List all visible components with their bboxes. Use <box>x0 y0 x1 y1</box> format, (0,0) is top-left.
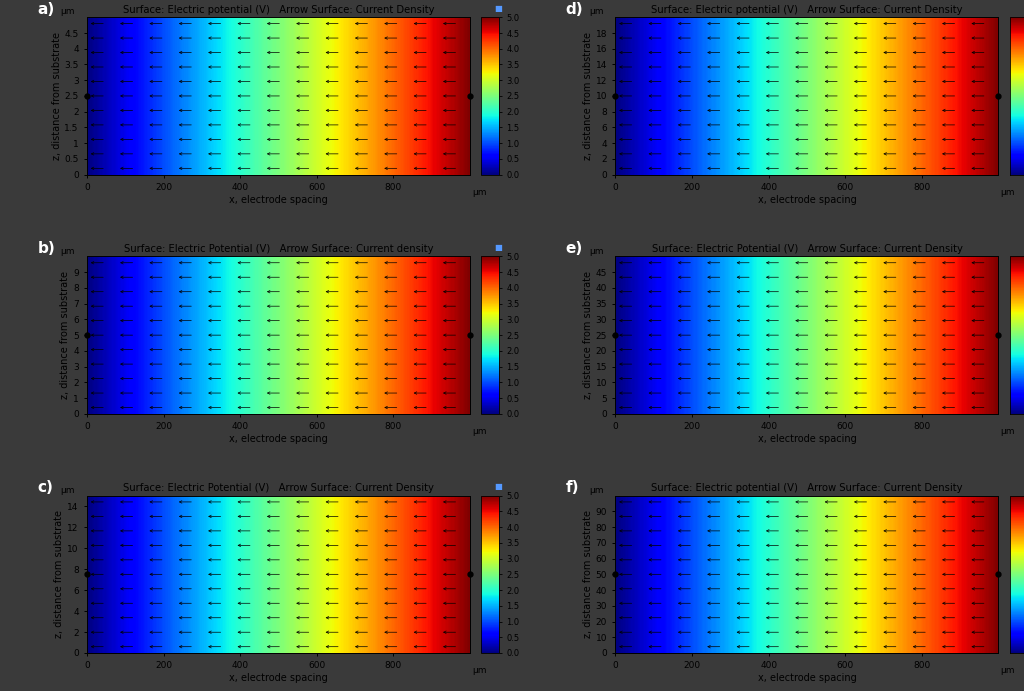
Text: μm: μm <box>60 247 75 256</box>
Text: c): c) <box>37 480 53 495</box>
Text: μm: μm <box>472 188 486 197</box>
X-axis label: x, electrode spacing: x, electrode spacing <box>229 673 328 683</box>
Text: μm: μm <box>60 8 75 17</box>
Text: μm: μm <box>1000 427 1015 436</box>
Text: μm: μm <box>472 427 486 436</box>
Text: μm: μm <box>589 247 603 256</box>
Text: ■: ■ <box>495 243 503 252</box>
X-axis label: x, electrode spacing: x, electrode spacing <box>758 673 856 683</box>
Title: Surface: Electric potential (V)   Arrow Surface: Current Density: Surface: Electric potential (V) Arrow Su… <box>651 5 963 15</box>
Y-axis label: z, distance from substrate: z, distance from substrate <box>583 511 593 638</box>
Text: μm: μm <box>589 486 603 495</box>
X-axis label: x, electrode spacing: x, electrode spacing <box>758 195 856 205</box>
Text: ■: ■ <box>495 4 503 13</box>
Text: d): d) <box>565 1 584 17</box>
Text: b): b) <box>37 240 55 256</box>
Y-axis label: z, distance from substrate: z, distance from substrate <box>583 271 593 399</box>
Title: Surface: Electric Potential (V)   Arrow Surface: Current density: Surface: Electric Potential (V) Arrow Su… <box>124 245 433 254</box>
Y-axis label: z, distance from substrate: z, distance from substrate <box>60 271 71 399</box>
Y-axis label: z, distance from substrate: z, distance from substrate <box>583 32 593 160</box>
Title: Surface: Electric potential (V)   Arrow Surface: Current Density: Surface: Electric potential (V) Arrow Su… <box>651 484 963 493</box>
Text: ■: ■ <box>495 482 503 491</box>
Title: Surface: Electric Potential (V)   Arrow Surface: Current Density: Surface: Electric Potential (V) Arrow Su… <box>123 484 434 493</box>
Title: Surface: Electric Potential (V)   Arrow Surface: Current Density: Surface: Electric Potential (V) Arrow Su… <box>651 245 963 254</box>
Title: Surface: Electric potential (V)   Arrow Surface: Current Density: Surface: Electric potential (V) Arrow Su… <box>123 5 434 15</box>
Text: μm: μm <box>589 8 603 17</box>
Text: μm: μm <box>1000 666 1015 675</box>
X-axis label: x, electrode spacing: x, electrode spacing <box>229 434 328 444</box>
Y-axis label: z, distance from substrate: z, distance from substrate <box>51 32 61 160</box>
Y-axis label: z, distance from substrate: z, distance from substrate <box>54 511 65 638</box>
Text: μm: μm <box>60 486 75 495</box>
Text: a): a) <box>37 1 54 17</box>
Text: e): e) <box>565 240 583 256</box>
X-axis label: x, electrode spacing: x, electrode spacing <box>229 195 328 205</box>
Text: μm: μm <box>472 666 486 675</box>
X-axis label: x, electrode spacing: x, electrode spacing <box>758 434 856 444</box>
Text: f): f) <box>565 480 580 495</box>
Text: μm: μm <box>1000 188 1015 197</box>
